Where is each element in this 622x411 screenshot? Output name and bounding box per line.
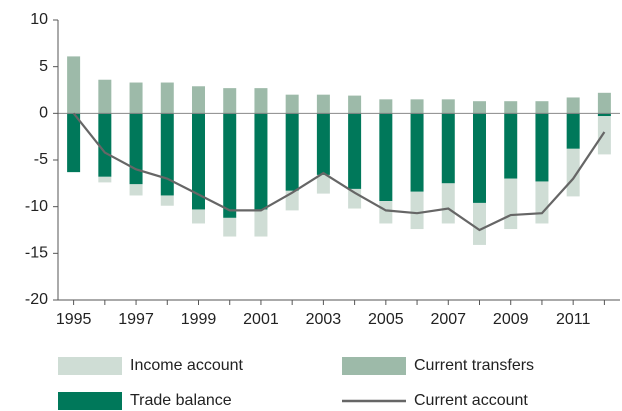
bar — [223, 113, 237, 218]
legend-label: Current account — [414, 392, 528, 409]
bar — [566, 148, 580, 197]
bar — [67, 56, 81, 114]
bar — [504, 113, 518, 179]
y-tick-label: -5 — [34, 151, 48, 168]
x-tick-label: 2009 — [493, 311, 529, 328]
bar — [129, 184, 143, 196]
y-tick-label: 5 — [39, 58, 48, 75]
bar — [129, 113, 143, 185]
legend-swatch — [342, 357, 406, 375]
legend-swatch — [58, 357, 122, 375]
bar — [597, 116, 611, 155]
legend-swatch — [58, 392, 122, 410]
bar — [254, 88, 268, 114]
bar — [316, 174, 330, 194]
bar — [98, 79, 112, 114]
x-tick-label: 1997 — [118, 311, 154, 328]
bar — [473, 101, 486, 114]
bar — [566, 97, 580, 114]
bar — [192, 209, 205, 224]
line — [72, 112, 606, 232]
bar — [410, 191, 424, 230]
bar — [98, 113, 112, 177]
bar — [441, 113, 455, 184]
x-tick-label: 2005 — [368, 311, 404, 328]
legend-label: Income account — [130, 357, 244, 374]
bar — [473, 113, 486, 203]
y-tick-label: 10 — [30, 11, 48, 28]
bar — [348, 95, 362, 114]
bar — [316, 113, 330, 175]
bar — [504, 178, 518, 230]
x-tick-label: 1999 — [181, 311, 217, 328]
bar — [379, 113, 393, 202]
bar — [535, 113, 549, 182]
y-tick-label: -15 — [25, 245, 48, 262]
x-tick-label: 2001 — [243, 311, 279, 328]
bar — [597, 113, 611, 117]
bar — [473, 202, 486, 245]
bar — [285, 113, 299, 191]
y-tick-label: 0 — [39, 105, 48, 122]
bar — [504, 101, 518, 114]
bar — [98, 176, 112, 183]
bar — [316, 94, 330, 114]
bar — [535, 101, 549, 114]
bar — [129, 82, 143, 114]
bar — [192, 86, 205, 114]
bar — [223, 88, 237, 114]
bar — [67, 113, 81, 173]
bar — [379, 99, 393, 114]
bar — [410, 99, 424, 114]
bar — [410, 113, 424, 192]
bar — [160, 113, 174, 196]
bar — [535, 181, 549, 224]
x-tick-label: 2003 — [306, 311, 342, 328]
bar — [192, 113, 205, 210]
x-tick-label: 2007 — [430, 311, 466, 328]
bar — [254, 209, 268, 237]
legend-label: Trade balance — [130, 392, 232, 409]
bar — [441, 183, 455, 224]
bar — [597, 92, 611, 114]
bar — [285, 94, 299, 114]
y-tick-label: -20 — [25, 291, 48, 308]
legend-label: Current transfers — [414, 357, 534, 374]
x-tick-label: 2011 — [556, 311, 591, 328]
bar — [566, 113, 580, 149]
bar — [160, 82, 174, 114]
bar — [254, 113, 268, 210]
bar — [379, 201, 393, 224]
x-tick-label: 1995 — [56, 311, 92, 328]
y-tick-label: -10 — [25, 198, 48, 215]
bar — [223, 217, 237, 237]
bar — [348, 113, 362, 189]
bar — [160, 195, 174, 206]
bar — [441, 99, 455, 114]
